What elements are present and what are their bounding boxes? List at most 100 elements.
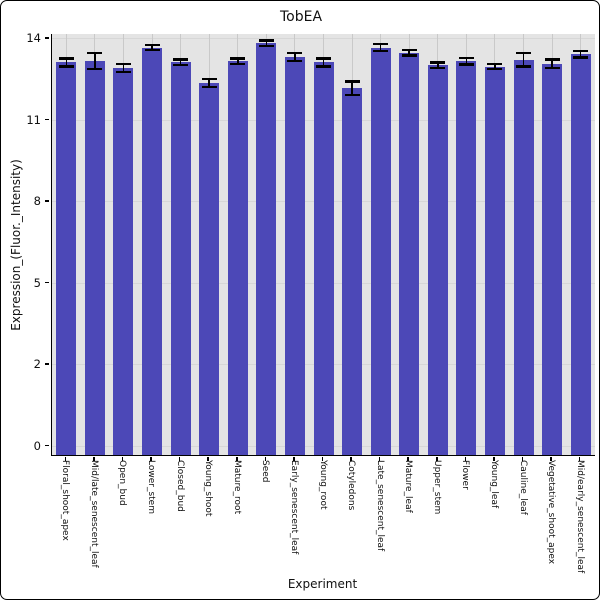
- error-bar-cap: [230, 62, 246, 66]
- error-bar-whisker: [522, 52, 525, 67]
- error-bar-cap: [58, 57, 74, 60]
- error-bar-cap: [516, 65, 532, 68]
- bar: [342, 88, 363, 455]
- bar: [56, 62, 77, 455]
- x-tick-mark: [150, 457, 152, 461]
- x-tick-mark: [293, 457, 295, 461]
- plot-area: [51, 34, 595, 456]
- x-tick-label: Mid/late_senescent_leaf: [88, 460, 99, 568]
- bar: [484, 66, 505, 455]
- error-bar-cap: [287, 59, 303, 63]
- y-tick-label: 8: [33, 194, 41, 208]
- error-bar-whisker: [351, 81, 353, 96]
- x-tick-mark: [493, 457, 495, 461]
- x-axis-label: Experiment: [287, 577, 358, 591]
- error-bar-cap: [458, 56, 474, 60]
- error-bar-cap: [230, 57, 246, 60]
- bar: [170, 62, 191, 455]
- x-tick-mark: [436, 457, 438, 461]
- y-tick-mark: [45, 118, 49, 121]
- bar: [142, 47, 163, 455]
- x-tick-mark: [407, 457, 409, 461]
- y-tick-label: 2: [33, 357, 41, 371]
- error-bar-cap: [344, 93, 360, 97]
- bar: [370, 47, 391, 455]
- error-bar-cap: [487, 67, 503, 71]
- error-bar-cap: [430, 61, 446, 64]
- error-bar-cap: [401, 54, 417, 57]
- x-tick-label: Mid/early_senescent_leaf: [574, 460, 585, 574]
- bar: [570, 54, 591, 455]
- x-tick-mark: [350, 457, 352, 461]
- x-tick-label: Upper_stem: [431, 460, 442, 515]
- error-bar-cap: [173, 63, 189, 67]
- bar: [513, 59, 534, 455]
- error-bar-whisker: [94, 52, 96, 70]
- error-bar-cap: [544, 58, 560, 61]
- bar: [542, 63, 563, 455]
- error-bar-cap: [401, 48, 417, 52]
- error-bar-cap: [144, 43, 160, 47]
- x-tick-label: Mature_root: [231, 460, 242, 515]
- error-bar-cap: [430, 66, 446, 70]
- error-bar-cap: [573, 49, 589, 53]
- error-bar-cap: [458, 63, 474, 66]
- error-bar-cap: [344, 80, 360, 83]
- bar: [84, 61, 105, 455]
- x-tick-label: Seed: [260, 460, 271, 483]
- bar: [427, 65, 448, 455]
- y-tick-mark: [45, 363, 49, 365]
- bar: [227, 61, 248, 455]
- error-bar-cap: [258, 39, 274, 42]
- y-tick-mark: [45, 37, 49, 39]
- error-bar-cap: [144, 48, 160, 52]
- bar: [399, 52, 420, 455]
- x-tick-mark: [236, 457, 238, 461]
- y-tick-label: 11: [26, 112, 41, 127]
- error-bar-whisker: [122, 63, 125, 72]
- x-tick-mark: [321, 457, 324, 461]
- x-tick-label: Late_senescent_leaf: [374, 460, 385, 552]
- bar: [456, 61, 477, 455]
- error-bar-whisker: [322, 58, 325, 67]
- error-bar-whisker: [65, 58, 68, 67]
- x-tick-mark: [464, 457, 467, 461]
- y-tick-mark: [45, 281, 49, 284]
- x-tick-mark: [550, 457, 552, 461]
- x-tick-label: Young_shoot: [203, 460, 214, 517]
- x-tick-label: Floral_shoot_apex: [60, 460, 71, 541]
- error-bar-whisker: [551, 59, 553, 68]
- x-tick-mark: [178, 457, 181, 461]
- error-bar-cap: [258, 44, 274, 48]
- x-tick-label: Vegetative_shoot_apex: [546, 460, 557, 565]
- error-bar-whisker: [408, 50, 410, 56]
- x-tick-label: Closed_bud: [174, 460, 185, 512]
- x-tick-mark: [578, 457, 581, 461]
- y-tick-label: 14: [26, 31, 41, 45]
- error-bar-cap: [115, 62, 131, 66]
- error-bar-cap: [316, 65, 331, 68]
- bar: [199, 82, 220, 455]
- y-tick-mark: [45, 200, 49, 202]
- error-bar-cap: [516, 51, 532, 55]
- y-tick-label: 5: [33, 275, 41, 290]
- x-tick-label: Lower_stem: [146, 460, 157, 514]
- bar: [284, 57, 305, 455]
- error-bar-cap: [87, 67, 103, 71]
- y-tick-mark: [45, 444, 49, 447]
- error-bar-cap: [58, 65, 74, 68]
- bar: [113, 67, 134, 455]
- x-tick-label: Young_leaf: [488, 460, 499, 509]
- error-bar-cap: [373, 42, 389, 46]
- x-tick-label: Open_bud: [117, 460, 128, 506]
- chart-title: TobEA: [279, 9, 323, 25]
- y-axis-label-box: Expression_(Fluor._Intensity): [1, 34, 31, 455]
- error-bar-whisker: [437, 62, 439, 68]
- bar: [256, 43, 277, 455]
- y-tick-label: 0: [33, 438, 41, 453]
- x-tick-label: Cotyledons: [346, 460, 357, 511]
- error-bar-whisker: [179, 59, 182, 66]
- error-bar-whisker: [294, 52, 296, 62]
- error-bar-cap: [316, 57, 331, 60]
